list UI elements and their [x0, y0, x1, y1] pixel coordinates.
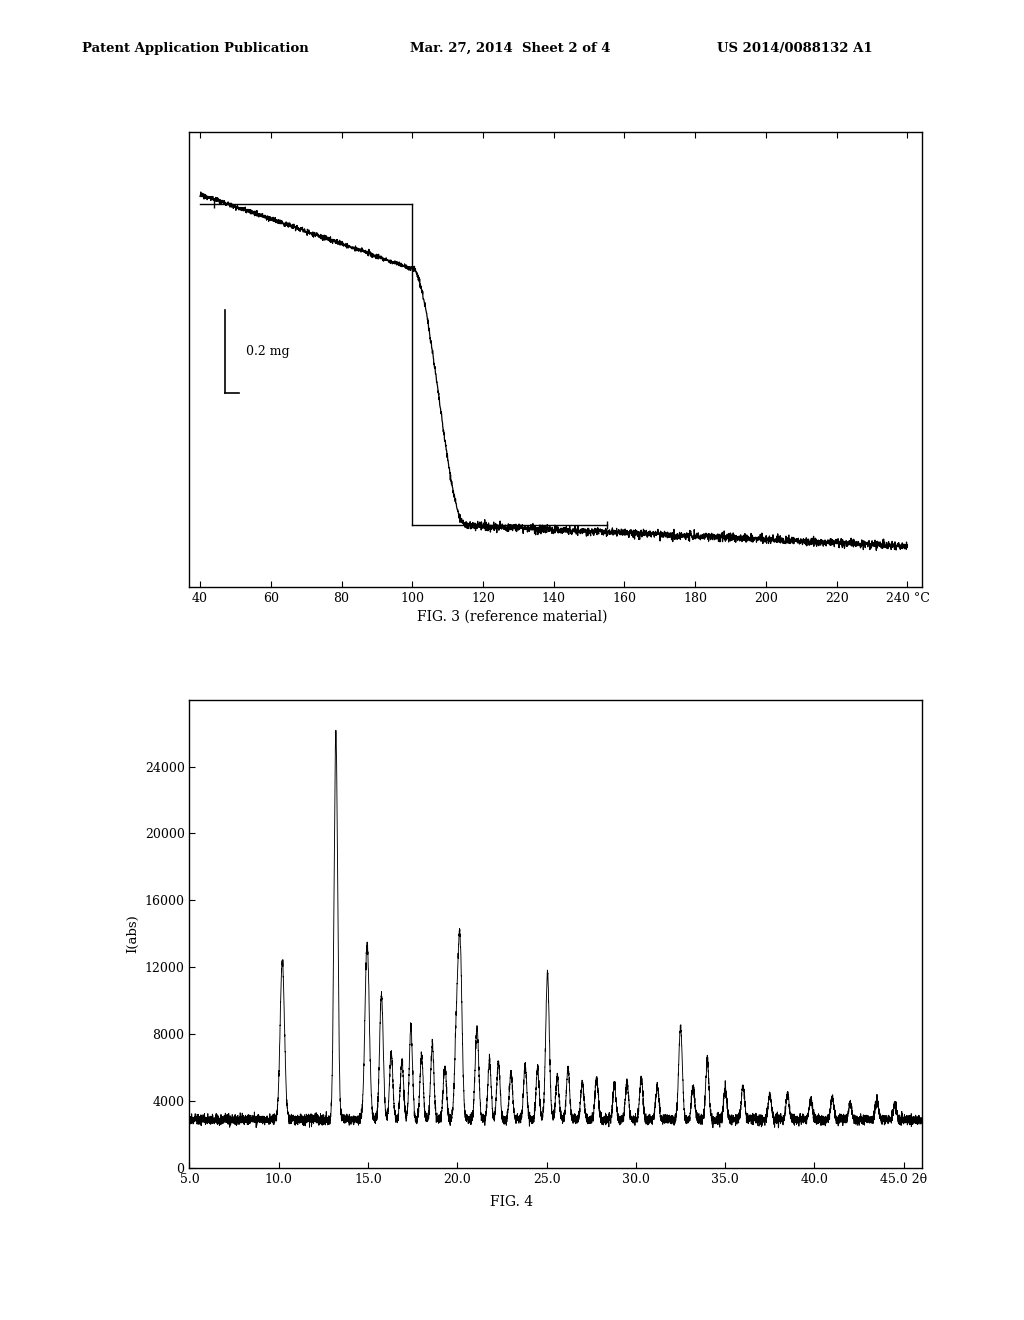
Text: Mar. 27, 2014  Sheet 2 of 4: Mar. 27, 2014 Sheet 2 of 4 — [410, 42, 610, 55]
Text: FIG. 4: FIG. 4 — [490, 1195, 534, 1209]
Text: 0.2 mg: 0.2 mg — [246, 345, 290, 358]
Text: FIG. 3 (reference material): FIG. 3 (reference material) — [417, 610, 607, 624]
Text: US 2014/0088132 A1: US 2014/0088132 A1 — [717, 42, 872, 55]
Y-axis label: I(abs): I(abs) — [126, 915, 139, 953]
Text: Patent Application Publication: Patent Application Publication — [82, 42, 308, 55]
